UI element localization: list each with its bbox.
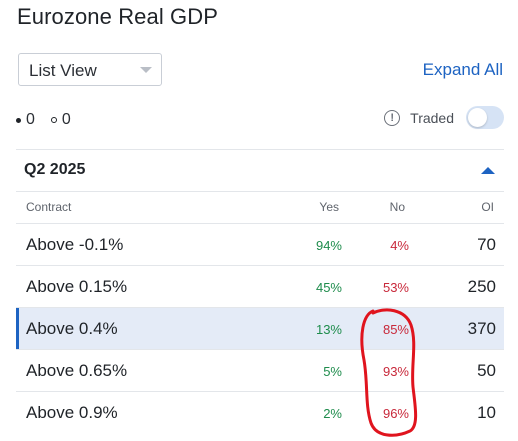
contract-name: Above 0.4% <box>26 319 118 338</box>
open-interest: 50 <box>477 361 496 380</box>
section-title: Q2 2025 <box>24 161 86 178</box>
table-row[interactable]: Above -0.1% 94% 4% 70 <box>16 223 504 265</box>
empty-dot-icon <box>50 117 57 123</box>
traded-toggle[interactable] <box>466 106 504 129</box>
toggle-knob <box>468 108 487 127</box>
no-price[interactable]: 93% <box>382 364 409 379</box>
contract-name: Above -0.1% <box>26 235 124 254</box>
expand-all-link[interactable]: Expand All <box>422 60 503 79</box>
open-interest: 370 <box>467 319 496 338</box>
contract-name: Above 0.9% <box>26 403 118 422</box>
section-header-q2-2025[interactable]: Q2 2025 <box>16 150 504 192</box>
legend-filled-count: 0 <box>26 111 35 128</box>
view-select-value: List View <box>29 61 97 80</box>
column-header-no: No <box>389 200 405 214</box>
yes-price[interactable]: 45% <box>315 280 342 295</box>
table-row[interactable]: Above 0.4% 13% 85% 370 <box>16 307 504 349</box>
contract-name: Above 0.65% <box>26 361 128 380</box>
divider <box>16 149 504 150</box>
page-title: Eurozone Real GDP <box>17 4 219 29</box>
yes-price[interactable]: 2% <box>323 406 342 421</box>
caret-up-icon[interactable] <box>481 167 495 174</box>
open-interest: 10 <box>477 403 496 422</box>
chevron-down-icon <box>140 67 152 73</box>
info-icon[interactable]: ! <box>384 109 401 126</box>
no-price[interactable]: 53% <box>382 280 409 295</box>
table-row[interactable]: Above 0.65% 5% 93% 50 <box>16 349 504 391</box>
no-price[interactable]: 96% <box>382 406 409 421</box>
view-select[interactable]: List View <box>18 53 162 86</box>
traded-label: Traded <box>410 109 454 126</box>
yes-price[interactable]: 94% <box>315 238 342 253</box>
column-header-contract: Contract <box>26 200 72 214</box>
legend-empty-count: 0 <box>61 111 71 128</box>
legend-empty: 0 <box>50 111 71 129</box>
column-header-yes: Yes <box>319 200 339 214</box>
open-interest: 250 <box>467 277 496 296</box>
legend-filled: 0 <box>16 111 35 129</box>
open-interest: 70 <box>477 235 496 254</box>
contract-name: Above 0.15% <box>26 277 128 296</box>
no-price[interactable]: 85% <box>382 322 409 337</box>
yes-price[interactable]: 5% <box>323 364 342 379</box>
filled-dot-icon <box>16 117 21 123</box>
position-legend: 0 0 <box>16 111 87 129</box>
traded-filter: ! Traded <box>384 106 504 129</box>
no-price[interactable]: 4% <box>390 238 409 253</box>
column-header-oi: OI <box>481 200 494 214</box>
yes-price[interactable]: 13% <box>315 322 342 337</box>
table-row[interactable]: Above 0.15% 45% 53% 250 <box>16 265 504 307</box>
table-row[interactable]: Above 0.9% 2% 96% 10 <box>16 391 504 433</box>
divider <box>16 191 504 192</box>
